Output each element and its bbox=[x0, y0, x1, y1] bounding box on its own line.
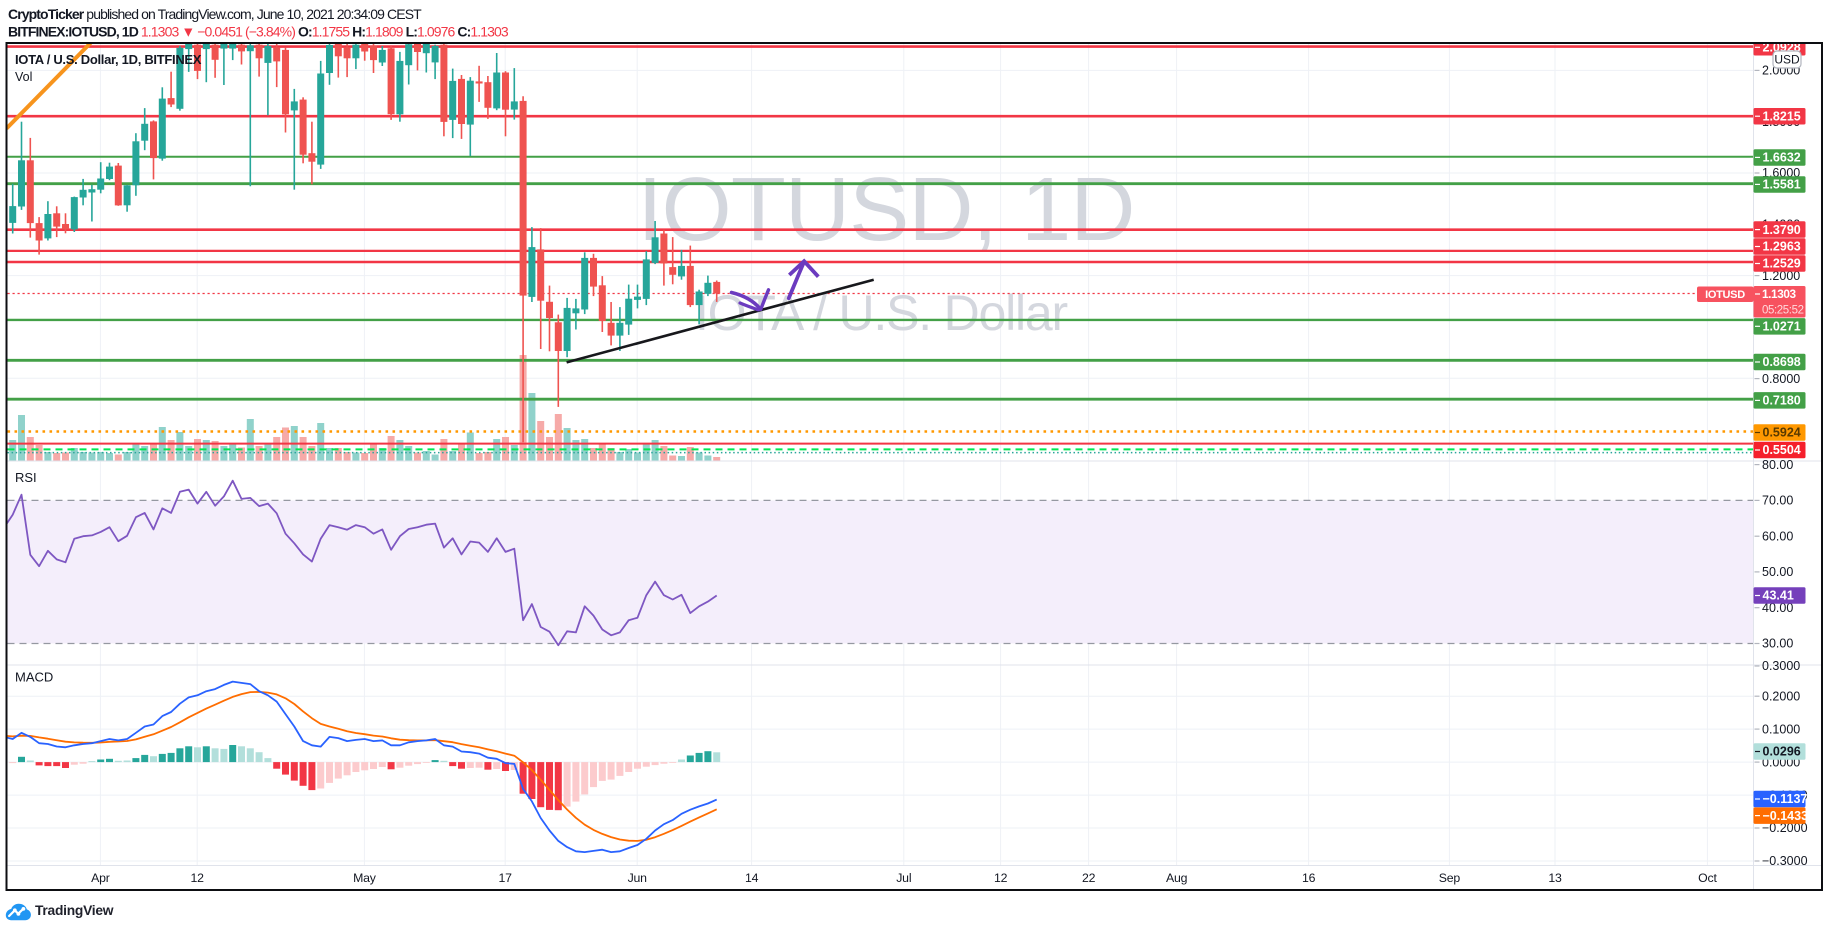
svg-text:IOTUSD: IOTUSD bbox=[1705, 289, 1745, 301]
svg-text:1.5581: 1.5581 bbox=[1763, 178, 1801, 192]
svg-text:1.1303: 1.1303 bbox=[1762, 287, 1797, 301]
svg-text:16: 16 bbox=[1302, 871, 1316, 885]
svg-text:CryptoTicker published on Trad: CryptoTicker published on TradingView.co… bbox=[8, 6, 422, 22]
svg-text:IOTUSD, 1D: IOTUSD, 1D bbox=[637, 160, 1134, 260]
svg-text:22: 22 bbox=[1082, 871, 1096, 885]
svg-text:30.00: 30.00 bbox=[1762, 637, 1793, 651]
svg-text:14: 14 bbox=[745, 871, 759, 885]
svg-text:Oct: Oct bbox=[1698, 871, 1717, 885]
svg-text:−0.2000: −0.2000 bbox=[1762, 821, 1808, 835]
svg-text:−0.1433: −0.1433 bbox=[1763, 809, 1809, 823]
svg-text:1.0271: 1.0271 bbox=[1763, 320, 1801, 334]
svg-text:1.2529: 1.2529 bbox=[1763, 257, 1801, 271]
svg-text:60.00: 60.00 bbox=[1762, 529, 1793, 543]
svg-text:Aug: Aug bbox=[1166, 871, 1188, 885]
svg-text:70.00: 70.00 bbox=[1762, 494, 1793, 508]
svg-text:TradingView: TradingView bbox=[35, 903, 114, 918]
svg-text:1.6632: 1.6632 bbox=[1763, 151, 1801, 165]
svg-text:0.0296: 0.0296 bbox=[1763, 745, 1801, 759]
svg-text:USD: USD bbox=[1774, 53, 1800, 67]
svg-text:0.5504: 0.5504 bbox=[1763, 443, 1801, 457]
svg-text:Jul: Jul bbox=[896, 871, 911, 885]
svg-text:13: 13 bbox=[1548, 871, 1562, 885]
svg-text:1.8215: 1.8215 bbox=[1763, 109, 1801, 123]
svg-text:0.1000: 0.1000 bbox=[1762, 722, 1800, 736]
svg-text:MACD: MACD bbox=[15, 670, 53, 685]
svg-text:IOTA / U.S. Dollar, 1D, BITFIN: IOTA / U.S. Dollar, 1D, BITFINEX bbox=[15, 52, 202, 67]
svg-text:BITFINEX:IOTUSD, 1D 1.1303 ▼: BITFINEX:IOTUSD, 1D 1.1303 ▼ −0.0451 (−3… bbox=[8, 24, 509, 40]
svg-text:IOTA / U.S. Dollar: IOTA / U.S. Dollar bbox=[695, 285, 1068, 341]
svg-text:0.2000: 0.2000 bbox=[1762, 689, 1800, 703]
svg-text:0.7180: 0.7180 bbox=[1763, 394, 1801, 408]
svg-text:0.8698: 0.8698 bbox=[1763, 355, 1801, 369]
svg-text:RSI: RSI bbox=[15, 470, 37, 485]
svg-text:0.3000: 0.3000 bbox=[1762, 659, 1800, 673]
svg-text:2.0928: 2.0928 bbox=[1763, 41, 1801, 55]
svg-text:Apr: Apr bbox=[91, 871, 110, 885]
svg-text:50.00: 50.00 bbox=[1762, 565, 1793, 579]
svg-text:12: 12 bbox=[994, 871, 1008, 885]
svg-text:May: May bbox=[353, 871, 377, 885]
svg-text:43.41: 43.41 bbox=[1763, 589, 1794, 603]
svg-text:0.5924: 0.5924 bbox=[1763, 426, 1801, 440]
svg-text:80.00: 80.00 bbox=[1762, 458, 1793, 472]
svg-text:12: 12 bbox=[191, 871, 205, 885]
svg-text:1.3790: 1.3790 bbox=[1763, 223, 1801, 237]
svg-text:05:25:52: 05:25:52 bbox=[1762, 304, 1804, 316]
svg-text:40.00: 40.00 bbox=[1762, 601, 1793, 615]
svg-text:1.2963: 1.2963 bbox=[1763, 240, 1801, 254]
svg-text:0.8000: 0.8000 bbox=[1762, 372, 1800, 386]
svg-text:1.2000: 1.2000 bbox=[1762, 269, 1800, 283]
svg-text:17: 17 bbox=[499, 871, 513, 885]
svg-text:Sep: Sep bbox=[1439, 871, 1461, 885]
svg-text:−0.1137: −0.1137 bbox=[1763, 792, 1808, 806]
svg-text:Vol: Vol bbox=[15, 70, 32, 84]
svg-text:Jun: Jun bbox=[628, 871, 648, 885]
svg-text:−0.3000: −0.3000 bbox=[1762, 854, 1808, 868]
